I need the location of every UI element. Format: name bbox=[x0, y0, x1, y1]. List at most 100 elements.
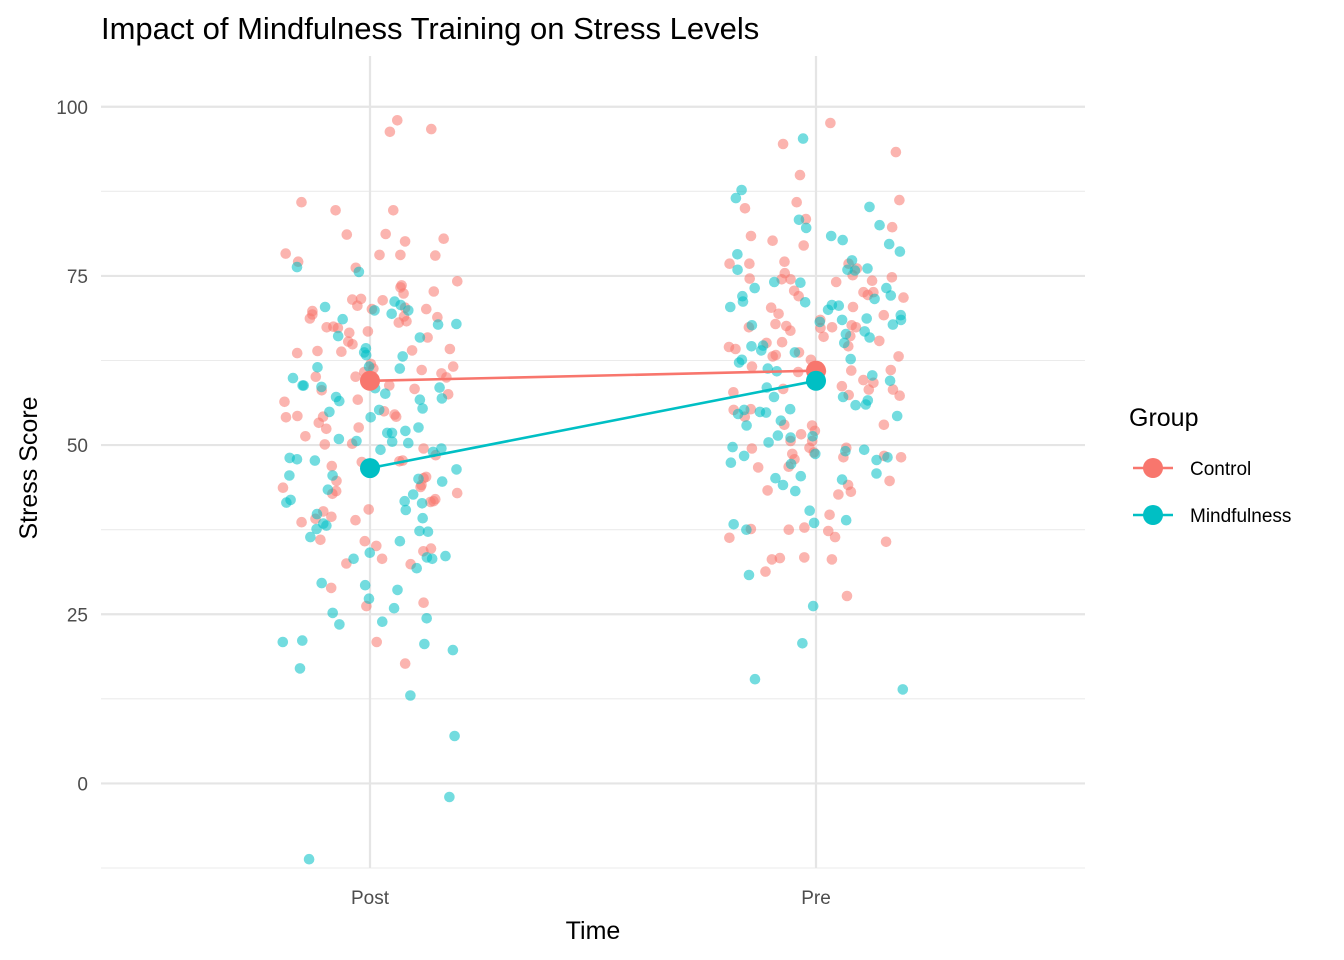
data-point-control bbox=[350, 514, 361, 526]
data-point-mindfulness bbox=[305, 531, 316, 543]
data-point-mindfulness bbox=[897, 684, 909, 695]
data-point-mindfulness bbox=[327, 470, 338, 481]
x-axis-title: Time bbox=[566, 917, 621, 945]
data-point-control bbox=[823, 525, 834, 537]
data-point-mindfulness bbox=[333, 433, 345, 445]
y-tick-label: 0 bbox=[77, 774, 88, 795]
data-point-control bbox=[893, 351, 904, 362]
data-point-mindfulness bbox=[737, 290, 748, 302]
data-point-control bbox=[409, 383, 420, 395]
data-point-control bbox=[371, 540, 382, 552]
data-point-mindfulness bbox=[770, 472, 781, 484]
data-point-mindfulness bbox=[351, 435, 362, 447]
data-point-control bbox=[326, 460, 338, 472]
data-point-control bbox=[336, 346, 347, 358]
data-point-mindfulness bbox=[392, 584, 403, 596]
data-point-mindfulness bbox=[883, 238, 895, 250]
data-point-mindfulness bbox=[867, 370, 878, 381]
data-point-mindfulness bbox=[414, 394, 426, 406]
data-point-mindfulness bbox=[810, 448, 821, 460]
data-point-mindfulness bbox=[891, 410, 903, 422]
data-point-mindfulness bbox=[840, 445, 851, 457]
data-point-mindfulness bbox=[363, 361, 375, 372]
data-point-mindfulness bbox=[436, 443, 447, 454]
data-point-control bbox=[428, 495, 439, 507]
data-point-mindfulness bbox=[797, 638, 808, 649]
data-point-control bbox=[399, 658, 411, 669]
data-point-mindfulness bbox=[426, 553, 438, 565]
mean-lines bbox=[360, 360, 826, 479]
data-point-mindfulness bbox=[334, 619, 345, 630]
grid-major bbox=[101, 56, 1085, 868]
data-point-control bbox=[399, 236, 411, 247]
data-point-mindfulness bbox=[839, 337, 850, 349]
data-point-control bbox=[447, 361, 459, 372]
data-point-control bbox=[384, 126, 396, 138]
data-point-mindfulness bbox=[795, 277, 806, 289]
data-point-mindfulness bbox=[332, 330, 344, 342]
data-point-mindfulness bbox=[394, 535, 406, 547]
data-point-mindfulness bbox=[785, 432, 796, 443]
data-point-mindfulness bbox=[784, 403, 796, 415]
data-point-control bbox=[395, 249, 406, 261]
data-point-control bbox=[894, 390, 905, 402]
data-point-mindfulness bbox=[799, 297, 811, 308]
data-point-control bbox=[878, 309, 890, 321]
data-point-mindfulness bbox=[297, 380, 308, 391]
data-point-mindfulness bbox=[413, 422, 424, 433]
data-point-mindfulness bbox=[850, 399, 861, 411]
data-point-mindfulness bbox=[403, 437, 414, 449]
data-point-mindfulness bbox=[756, 345, 767, 356]
data-point-mindfulness bbox=[797, 133, 809, 144]
grid-minor bbox=[101, 190, 1085, 869]
data-point-control bbox=[799, 522, 810, 533]
data-point-mindfulness bbox=[316, 381, 327, 393]
data-point-control bbox=[829, 531, 841, 543]
data-point-control bbox=[362, 326, 374, 337]
data-point-mindfulness bbox=[800, 222, 812, 234]
data-point-mindfulness bbox=[749, 282, 760, 294]
data-point-control bbox=[762, 485, 773, 496]
mean-point-control bbox=[360, 370, 380, 391]
data-point-mindfulness bbox=[360, 343, 372, 354]
data-point-mindfulness bbox=[795, 470, 807, 482]
data-point-mindfulness bbox=[807, 600, 819, 612]
data-point-mindfulness bbox=[871, 454, 882, 466]
data-point-mindfulness bbox=[407, 489, 419, 500]
data-point-control bbox=[730, 343, 741, 355]
mean-point-mindfulness bbox=[806, 370, 826, 391]
data-point-control bbox=[315, 534, 326, 546]
data-point-control bbox=[850, 322, 862, 333]
data-point-mindfulness bbox=[894, 246, 906, 257]
data-point-control bbox=[866, 275, 878, 287]
data-point-control bbox=[347, 339, 358, 350]
data-point-mindfulness bbox=[736, 184, 747, 196]
data-point-mindfulness bbox=[311, 508, 323, 520]
data-point-mindfulness bbox=[403, 305, 414, 316]
data-point-control bbox=[430, 250, 441, 261]
data-point-control bbox=[321, 423, 332, 435]
data-point-mindfulness bbox=[861, 313, 872, 324]
data-point-control bbox=[878, 419, 890, 431]
data-point-mindfulness bbox=[447, 644, 459, 656]
data-point-mindfulness bbox=[793, 214, 805, 226]
data-point-control bbox=[833, 489, 844, 500]
data-point-mindfulness bbox=[386, 436, 398, 448]
data-point-mindfulness bbox=[285, 494, 296, 506]
data-point-mindfulness bbox=[874, 219, 885, 231]
data-point-control bbox=[826, 322, 838, 333]
data-point-mindfulness bbox=[864, 201, 875, 213]
data-point-control bbox=[310, 371, 322, 383]
data-point-mindfulness bbox=[316, 577, 328, 589]
data-point-mindfulness bbox=[440, 550, 451, 562]
data-point-control bbox=[765, 302, 777, 314]
legend: Group Control Mindfulness bbox=[1129, 404, 1291, 527]
data-point-control bbox=[744, 258, 755, 270]
data-point-mindfulness bbox=[386, 427, 398, 439]
data-point-mindfulness bbox=[881, 282, 892, 294]
data-point-control bbox=[783, 524, 795, 535]
data-point-control bbox=[313, 417, 325, 429]
data-point-mindfulness bbox=[840, 514, 852, 526]
data-point-mindfulness bbox=[741, 524, 752, 535]
